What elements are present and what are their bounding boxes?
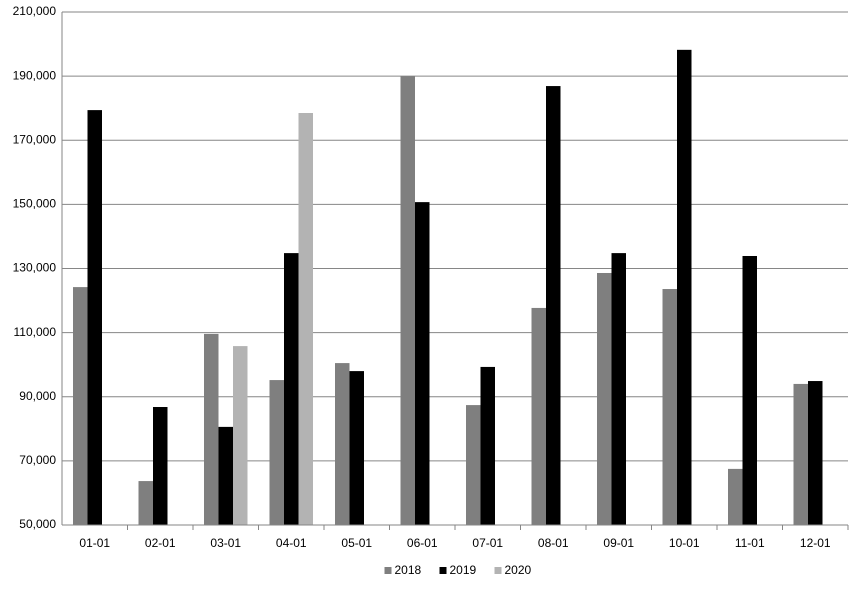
y-tick-label: 130,000 (13, 261, 57, 275)
x-tick-label: 04-01 (276, 536, 307, 550)
bar (153, 407, 168, 525)
legend-label: 2020 (505, 563, 532, 577)
bar (597, 272, 612, 525)
bar (335, 363, 350, 525)
bar (662, 289, 677, 525)
bar (611, 253, 626, 526)
legend-label: 2018 (395, 563, 422, 577)
bar (466, 405, 481, 525)
legend-swatch (384, 567, 392, 574)
y-tick-label: 170,000 (13, 132, 57, 146)
x-tick-label: 11-01 (735, 536, 765, 550)
bar (218, 426, 233, 525)
bar (284, 253, 299, 526)
x-tick-label: 05-01 (341, 536, 372, 550)
bar (808, 381, 823, 525)
x-tick-label: 09-01 (603, 536, 634, 550)
bar (546, 86, 561, 525)
bar (677, 49, 692, 526)
bar (728, 468, 743, 525)
bar (415, 202, 430, 526)
y-tick-label: 190,000 (13, 68, 57, 82)
y-tick-label: 210,000 (13, 4, 57, 18)
bar (87, 110, 102, 525)
x-tick-label: 01-01 (79, 536, 110, 550)
bar (233, 346, 248, 525)
x-tick-label: 06-01 (407, 536, 438, 550)
x-tick-label: 03-01 (210, 536, 241, 550)
bar (793, 383, 808, 525)
y-tick-label: 90,000 (19, 389, 56, 403)
bar (204, 333, 219, 525)
bar (349, 371, 364, 525)
bar (742, 255, 757, 526)
x-tick-label: 08-01 (538, 536, 569, 550)
y-tick-label: 150,000 (13, 197, 57, 211)
x-tick-label: 10-01 (669, 536, 700, 550)
legend-label: 2019 (450, 563, 477, 577)
x-tick-label: 12-01 (800, 536, 831, 550)
bar (400, 76, 415, 525)
bar (298, 112, 313, 525)
y-tick-label: 110,000 (14, 325, 57, 339)
bar (480, 366, 495, 525)
bar (269, 380, 284, 525)
legend-swatch (439, 567, 447, 574)
x-tick-label: 02-01 (145, 536, 176, 550)
bar (138, 481, 153, 525)
y-tick-label: 70,000 (19, 453, 56, 467)
x-tick-label: 07-01 (472, 536, 503, 550)
legend-swatch (494, 567, 502, 574)
bar (531, 307, 546, 525)
y-tick-label: 50,000 (19, 517, 56, 531)
bar (73, 287, 88, 525)
